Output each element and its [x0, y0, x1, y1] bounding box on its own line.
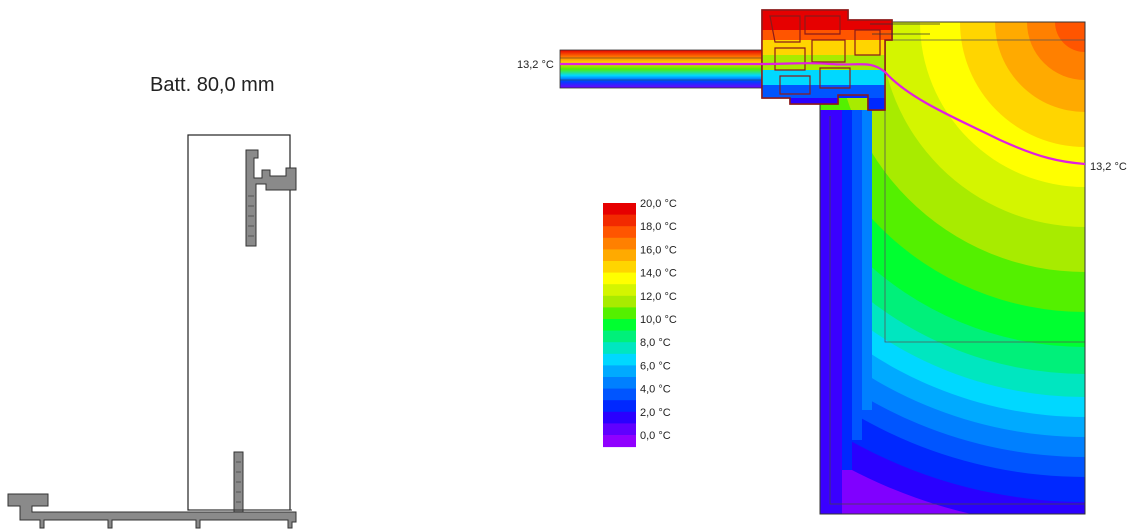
legend-label: 8,0 °C: [640, 337, 671, 349]
threshold-profile: [7, 493, 297, 529]
window-frame-profile: [761, 9, 940, 111]
legend-swatch: [603, 353, 636, 366]
legend-swatch: [603, 423, 636, 436]
legend-swatch: [603, 435, 636, 448]
legend-label: 12,0 °C: [640, 291, 677, 303]
upper-gasket-hatch: [248, 195, 254, 237]
legend-swatch: [603, 342, 636, 355]
isotherm-left-label: 13,2 °C: [517, 59, 554, 71]
glazing-panel: [559, 49, 771, 89]
legend-label: 10,0 °C: [640, 314, 677, 326]
legend-swatch: [603, 295, 636, 308]
legend-swatch: [603, 203, 636, 216]
legend-swatch: [603, 400, 636, 413]
lower-gasket-hatch: [236, 461, 241, 503]
legend-swatch: [603, 261, 636, 274]
legend-swatch: [603, 330, 636, 343]
legend-swatch: [603, 272, 636, 285]
legend-swatch: [603, 284, 636, 297]
legend-swatch: [603, 365, 636, 378]
legend-label: 20,0 °C: [640, 198, 677, 210]
legend-label: 16,0 °C: [640, 244, 677, 256]
legend-swatch: [603, 411, 636, 424]
isotherm-right-label: 13,2 °C: [1090, 161, 1127, 173]
legend-label: 6,0 °C: [640, 360, 671, 372]
legend-swatch: [603, 319, 636, 332]
door-leaf: [187, 134, 291, 511]
legend-swatch: [603, 237, 636, 250]
legend-swatch: [603, 214, 636, 227]
temperature-legend: 20,0 °C 18,0 °C 16,0 °C 14,0 °C 12,0 °C 10,0 …: [603, 198, 677, 448]
wall-block: [819, 21, 1086, 515]
legend-swatch: [603, 249, 636, 262]
profile-section-drawing: [7, 134, 297, 529]
legend-label: 18,0 °C: [640, 221, 677, 233]
legend-label: 2,0 °C: [640, 407, 671, 419]
profile-title: Batt. 80,0 mm: [150, 74, 275, 96]
legend-label: 0,0 °C: [640, 430, 671, 442]
legend-label: 4,0 °C: [640, 384, 671, 396]
legend-swatch: [603, 388, 636, 401]
legend-swatch: [603, 307, 636, 320]
legend-label: 14,0 °C: [640, 268, 677, 280]
legend-swatch: [603, 377, 636, 390]
isotherm-line: [560, 62, 1086, 166]
legend-swatch: [603, 226, 636, 239]
